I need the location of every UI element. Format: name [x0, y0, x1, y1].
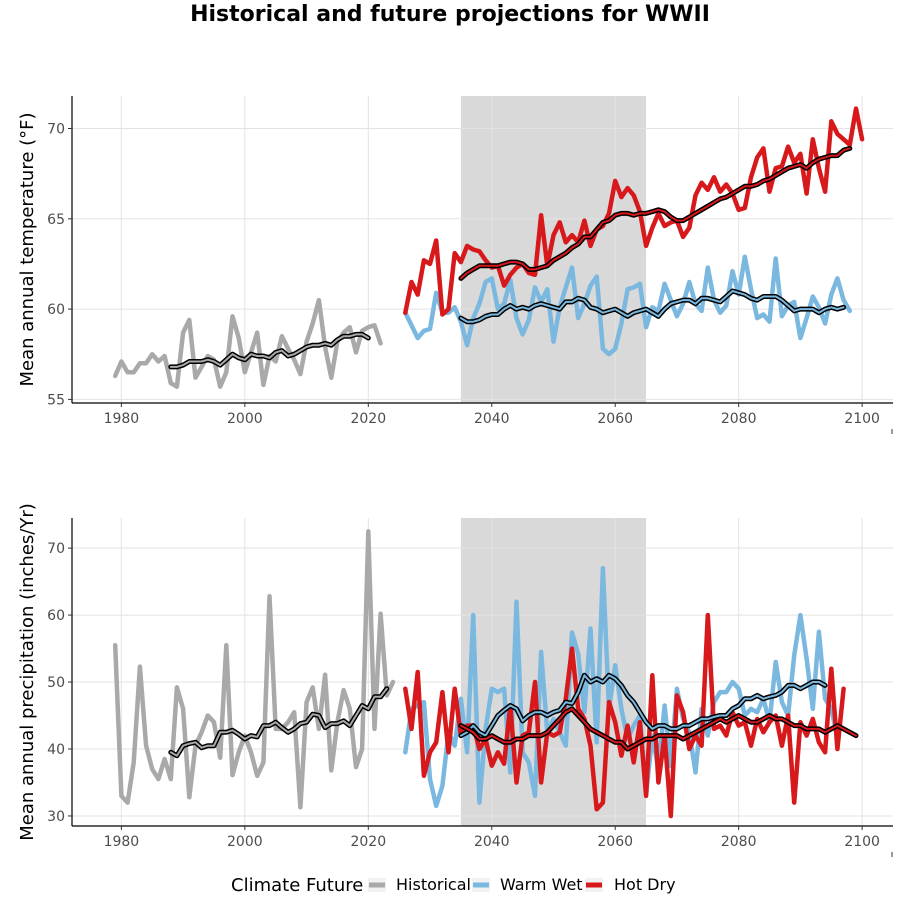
temperature-series-warm-wet [403, 254, 853, 357]
precipitation-x-tick-label: 2080 [721, 834, 757, 850]
precipitation-x-tick-label: 2040 [474, 834, 510, 850]
temperature-series-historical-moving-average [169, 333, 370, 368]
precipitation-x-tick-label: 2020 [350, 834, 386, 850]
legend: Climate Future Historical Warm Wet Hot D… [231, 875, 676, 896]
temperature-y-tick-label: 55 [47, 392, 65, 408]
temperature-x-tick-label: 2080 [721, 411, 757, 427]
precipitation-x-tick-label: 2100 [844, 834, 880, 850]
temperature-y-axis-title: Mean annual temperature (°F) [17, 112, 38, 386]
precipitation-series-hot-dry [403, 612, 846, 819]
precipitation-series-warm-wet-moving-average [459, 674, 827, 737]
precipitation-series-historical-moving-average [169, 687, 388, 757]
temperature-y-tick-label: 65 [47, 212, 65, 228]
temperature-series-historical [112, 297, 383, 389]
precipitation-x-tick-label: 2060 [597, 834, 633, 850]
legend-label-warm-wet: Warm Wet [500, 875, 583, 894]
temperature-x-tick-label: 2000 [227, 411, 263, 427]
chart-title: Historical and future projections for WW… [190, 2, 710, 27]
precipitation-series-historical [112, 529, 396, 810]
temperature-panel: 1980 2000 2020 2040 2060 2080 2100 55 60 65 70 Mean… [17, 96, 893, 434]
temperature-y-tick-label: 60 [47, 302, 65, 318]
temperature-x-tick-label: 2040 [474, 411, 510, 427]
temperature-x-tick-label: 1980 [104, 411, 140, 427]
precipitation-y-axis-title: Mean annual precipitation (inches/Yr) [17, 503, 38, 841]
temperature-x-tick-label: 2100 [844, 411, 880, 427]
temperature-series-warm-wet-moving-average [459, 290, 845, 323]
precipitation-y-tick-label: 50 [47, 675, 65, 691]
legend-title: Climate Future [231, 875, 363, 896]
precipitation-series-hot-dry-moving-average [459, 707, 857, 750]
precipitation-y-tick-label: 30 [47, 809, 65, 825]
precipitation-x-tick-label: 1980 [104, 834, 140, 850]
temperature-x-tick-label: 2060 [597, 411, 633, 427]
precipitation-y-tick-label: 40 [47, 742, 65, 758]
precipitation-y-tick-label: 70 [47, 541, 65, 557]
legend-label-historical: Historical [396, 875, 471, 894]
temperature-shaded-period [460, 96, 647, 403]
precipitation-y-tick-label: 60 [47, 608, 65, 624]
legend-label-hot-dry: Hot Dry [614, 875, 676, 894]
precipitation-panel: 1980 2000 2020 2040 2060 2080 2100 30 40 50 60 70 Me… [17, 503, 893, 857]
precipitation-x-tick-label: 2000 [227, 834, 263, 850]
temperature-x-tick-label: 2020 [350, 411, 386, 427]
temperature-y-tick-label: 70 [47, 122, 65, 138]
temperature-series-hot-dry-moving-average [459, 147, 851, 280]
temperature-series-hot-dry [403, 106, 865, 317]
